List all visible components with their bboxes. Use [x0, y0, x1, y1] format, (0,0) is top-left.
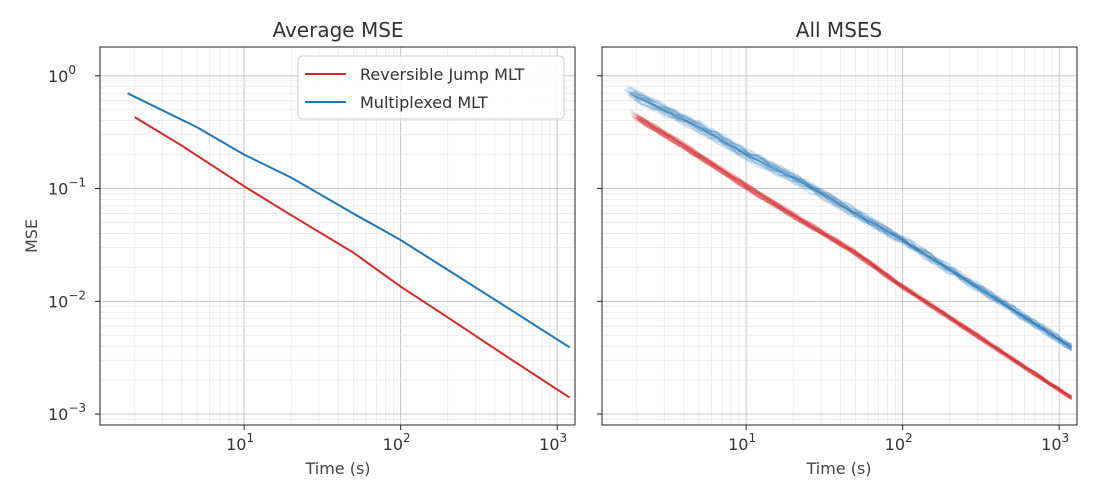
x-tick-label: 101 — [728, 431, 756, 454]
x-tick-group: 101 102 103 — [226, 425, 567, 454]
plot-frame — [601, 46, 1078, 426]
series-line-reversible-jump — [134, 116, 571, 399]
series-run-line-blue — [627, 88, 1072, 348]
series-run-line-blue — [635, 93, 1072, 346]
x-axis-label: Time (s) — [805, 459, 871, 478]
series-run-line-blue — [629, 98, 1073, 352]
series-group — [623, 84, 1073, 401]
series-run-line-blue — [624, 87, 1072, 346]
series-run-line-blue — [634, 91, 1072, 348]
series-mean-line-blue — [629, 92, 1073, 349]
y-axis-label: MSE — [22, 219, 41, 253]
legend-label-multiplexed: Multiplexed MLT — [360, 93, 488, 112]
series-run-line-blue — [628, 94, 1072, 351]
legend-label-reversible-jump: Reversible Jump MLT — [360, 65, 525, 84]
series-group — [127, 92, 571, 399]
x-tick-label: 103 — [1041, 431, 1069, 454]
x-tick-label: 102 — [885, 431, 913, 454]
series-run-line-blue — [624, 84, 1072, 345]
x-tick-label: 102 — [383, 431, 411, 454]
series-run-line-blue — [635, 102, 1072, 351]
legend-box — [297, 55, 565, 120]
x-tick-label: 103 — [539, 431, 567, 454]
x-tick-label: 101 — [226, 431, 254, 454]
panel-average-mse: Average MSE 101 102 103 100 10−1 10−2 10−3 Ti… — [22, 18, 576, 478]
series-mean-line-red — [636, 116, 1073, 399]
chart-title: All MSES — [796, 18, 882, 42]
series-run-line-red — [631, 115, 1072, 400]
series-run-line-blue — [633, 95, 1072, 351]
panel-all-mses: All MSES 101 102 103 Time (s) — [597, 18, 1078, 478]
series-run-line-blue — [634, 99, 1072, 352]
series-run-line-blue — [628, 85, 1072, 345]
y-tick-group: 100 10−1 10−2 10−3 — [48, 63, 100, 424]
y-tick-label: 10−2 — [48, 288, 86, 311]
chart-title: Average MSE — [272, 18, 403, 42]
series-run-line-red — [633, 111, 1072, 397]
x-tick-group: 101 102 103 — [728, 425, 1069, 454]
grid — [602, 47, 1077, 426]
series-run-line-blue — [634, 96, 1072, 350]
series-run-line-red — [633, 118, 1072, 400]
series-run-line-red — [642, 124, 1072, 400]
series-run-line-blue — [627, 88, 1072, 345]
series-run-line-blue — [633, 88, 1072, 348]
y-tick-label: 100 — [48, 63, 76, 86]
series-run-line-red — [631, 117, 1072, 399]
series-line-multiplexed — [127, 92, 571, 349]
y-tick-label: 10−1 — [48, 176, 86, 199]
series-run-line-red — [638, 119, 1072, 401]
series-run-line-red — [636, 114, 1072, 397]
series-run-line-red — [637, 119, 1072, 400]
series-run-line-blue — [628, 96, 1072, 350]
series-run-line-red — [631, 112, 1072, 397]
series-run-line-blue — [633, 98, 1072, 351]
series-run-line-red — [631, 115, 1072, 401]
y-tick-group — [597, 75, 602, 415]
series-run-line-blue — [628, 94, 1072, 350]
x-axis-label: Time (s) — [304, 459, 370, 478]
legend: Reversible Jump MLT Multiplexed MLT — [297, 55, 565, 120]
plot-frame — [99, 46, 576, 426]
y-tick-label: 10−3 — [48, 401, 86, 424]
series-run-line-blue — [626, 92, 1072, 352]
series-run-line-blue — [631, 90, 1072, 346]
